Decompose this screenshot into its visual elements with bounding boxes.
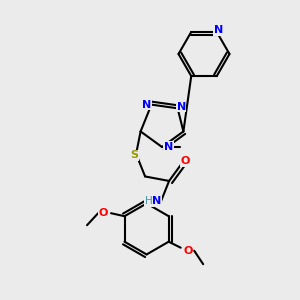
Text: N: N <box>214 26 223 35</box>
Text: N: N <box>177 102 186 112</box>
Text: N: N <box>142 100 152 110</box>
Text: O: O <box>99 208 108 218</box>
Text: S: S <box>130 151 139 160</box>
Text: O: O <box>181 157 190 166</box>
Text: O: O <box>184 246 193 256</box>
Text: N: N <box>164 142 173 152</box>
Text: N: N <box>152 196 162 206</box>
Text: H: H <box>145 196 153 206</box>
